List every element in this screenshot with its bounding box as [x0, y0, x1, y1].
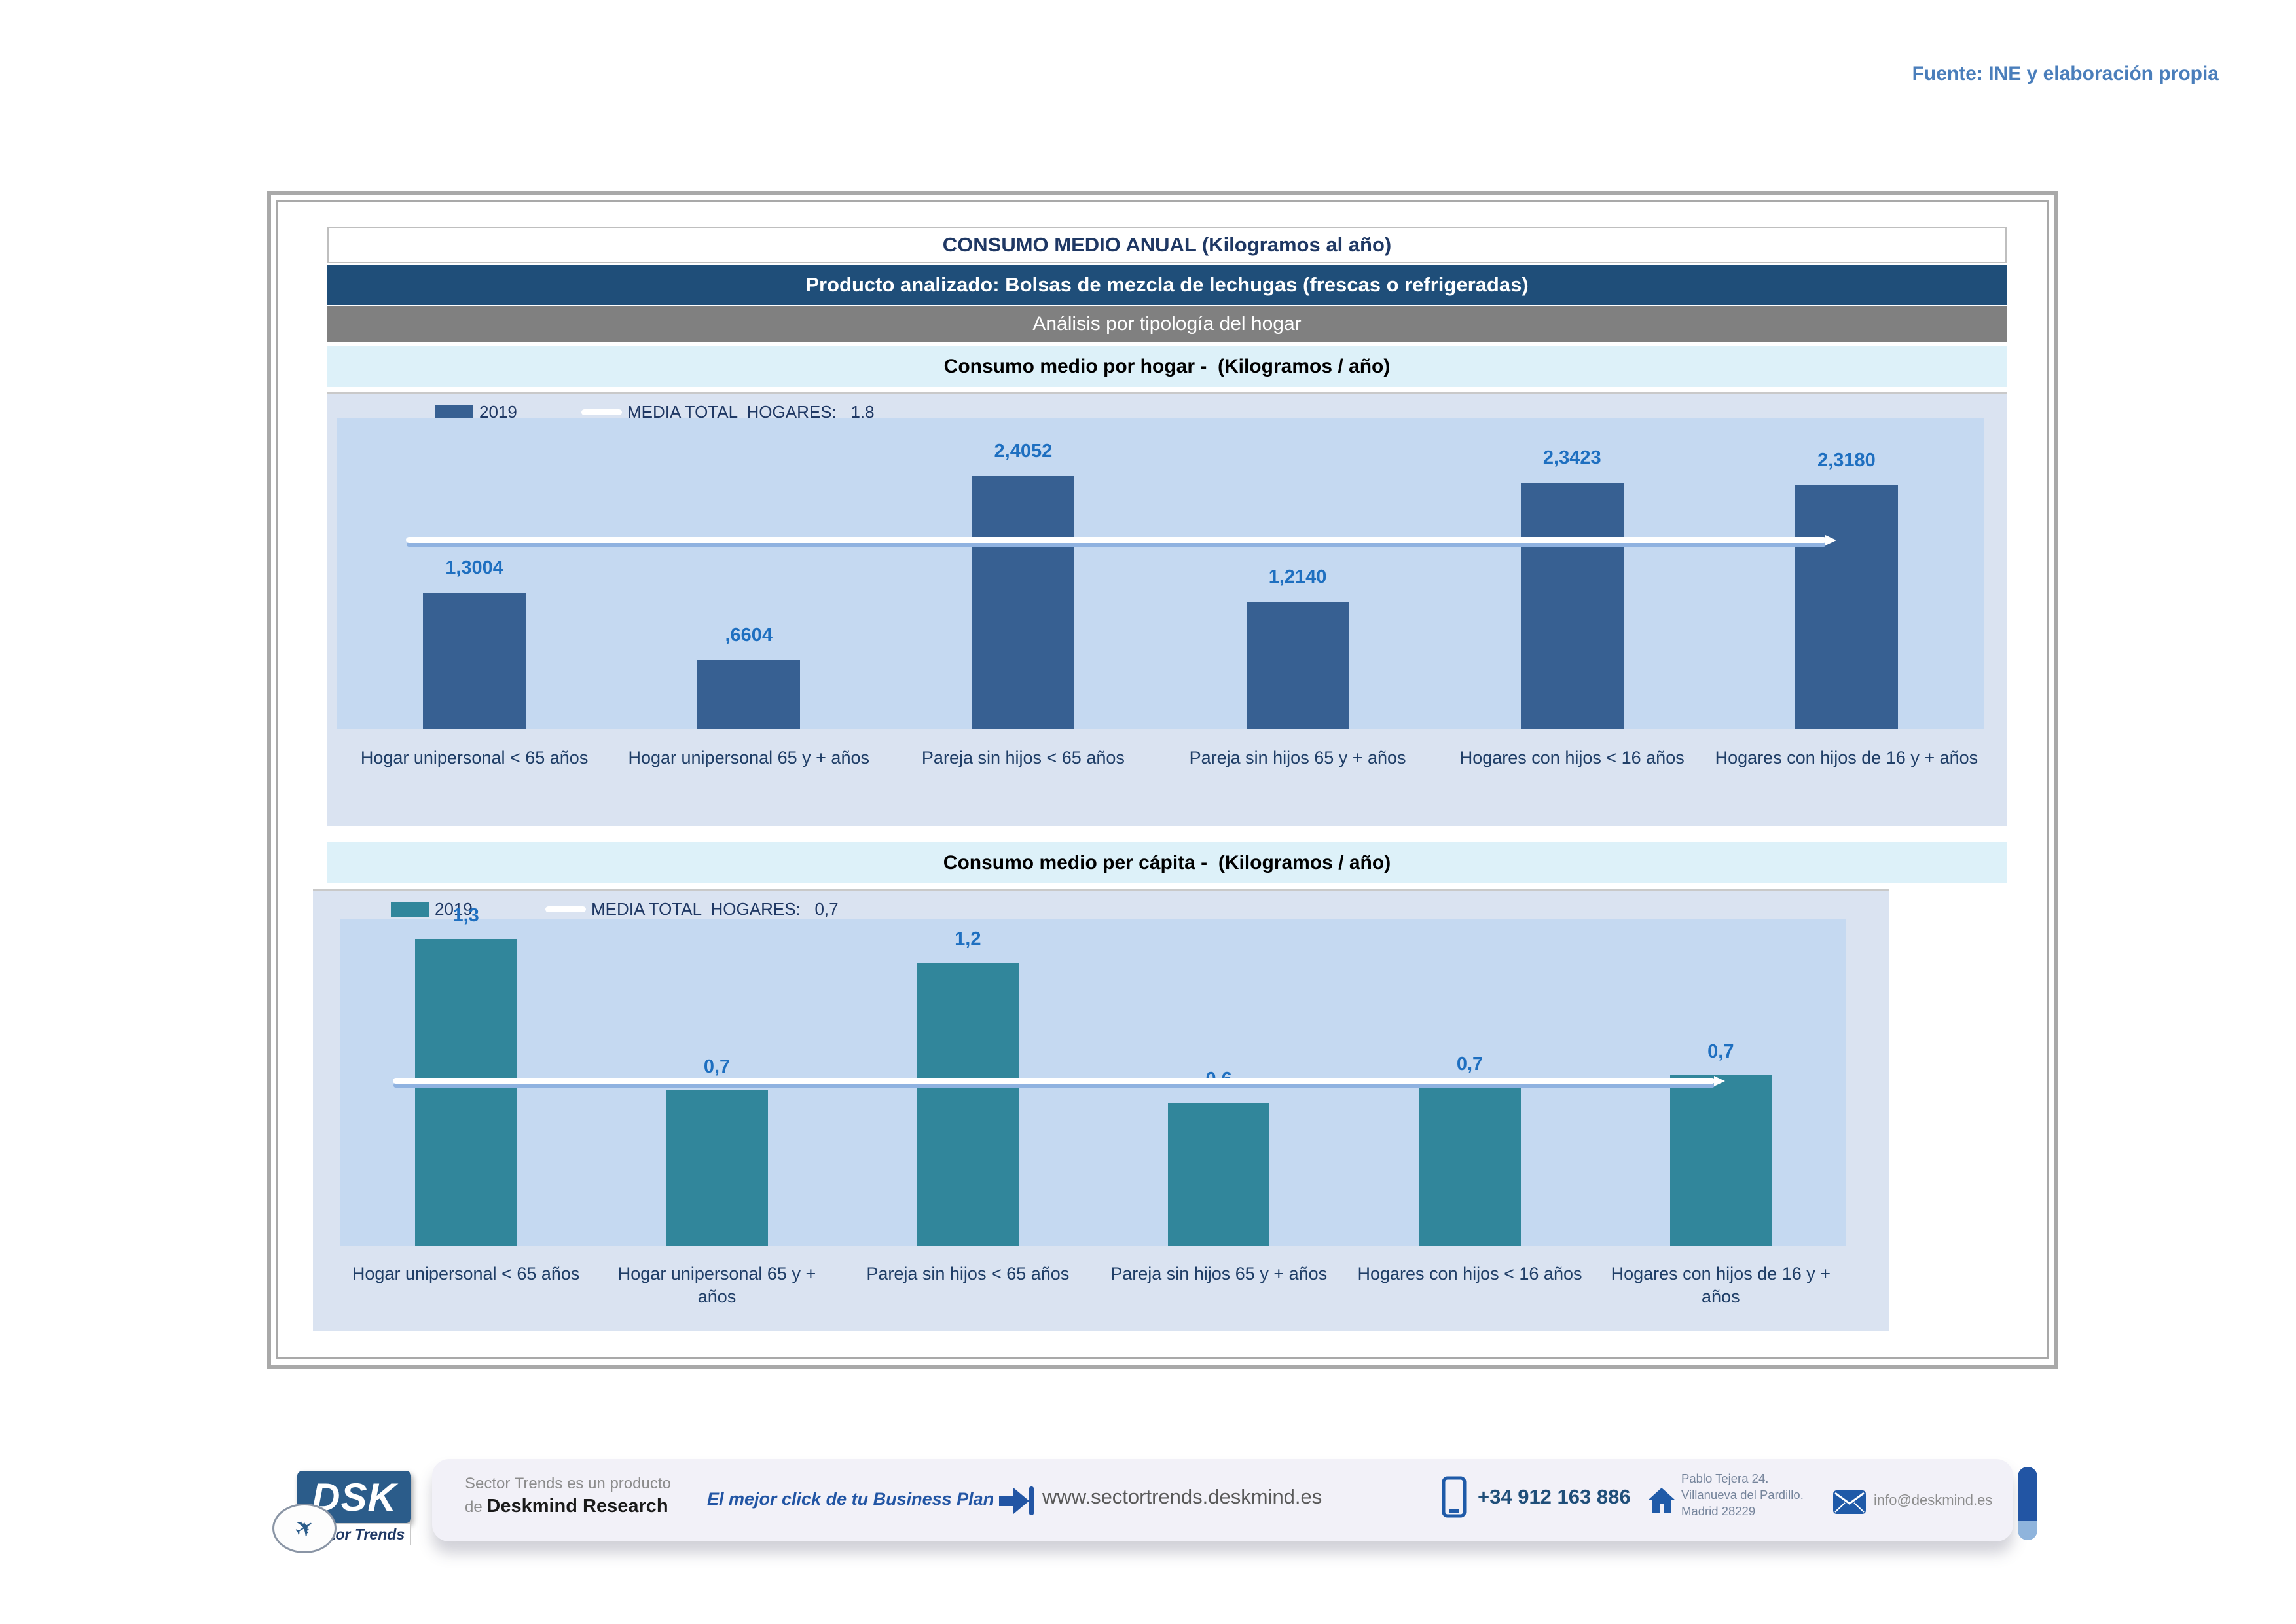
bar — [1669, 1075, 1772, 1246]
bar-value-label: 1,3 — [452, 905, 479, 927]
paper-plane-icon: ✈ — [289, 1511, 320, 1545]
analysis-subtitle: Análisis por tipología del hogar — [327, 306, 2007, 342]
footer-address-line1: Pablo Tejera 24. — [1681, 1471, 1769, 1485]
bar — [1246, 601, 1349, 729]
bar-value-label: 1,2140 — [1268, 566, 1327, 587]
bar-value-label: 2,4052 — [994, 440, 1053, 462]
category-label: Pareja sin hijos < 65 años — [866, 1264, 1070, 1283]
media-total-line — [393, 1076, 1725, 1087]
home-icon — [1648, 1488, 1675, 1513]
inner-frame — [276, 200, 2049, 1359]
footer-product-line1: Sector Trends es un producto — [465, 1475, 671, 1492]
footer-end-cap-top — [2018, 1467, 2037, 1521]
bar — [1520, 482, 1624, 729]
arrow-right-icon — [999, 1486, 1034, 1515]
bar — [697, 659, 801, 729]
category-label: Hogares con hijos < 16 años — [1357, 1264, 1582, 1283]
bar-value-label: ,6604 — [725, 624, 773, 646]
footer-bar: Sector Trends es un producto de Deskmind… — [432, 1459, 2013, 1541]
footer-end-cap-bottom — [2018, 1521, 2037, 1540]
footer-product-prefix: de — [465, 1498, 487, 1516]
bar — [972, 475, 1075, 729]
bar — [415, 939, 517, 1246]
product-subtitle: Producto analizado: Bolsas de mezcla de … — [327, 265, 2007, 304]
bar — [1419, 1088, 1521, 1246]
legend-media-line-swatch — [581, 409, 622, 415]
bar — [917, 962, 1019, 1246]
bar — [423, 592, 526, 729]
bar-value-label: 1,2 — [955, 928, 981, 950]
category-label: Pareja sin hijos 65 y + años — [1110, 1264, 1328, 1283]
source-note: Fuente: INE y elaboración propia — [1912, 63, 2219, 84]
category-label: Hogares con hijos < 16 años — [1459, 748, 1685, 767]
bar-value-label: 0,7 — [703, 1056, 731, 1077]
footer-address-line3: Madrid 28229 — [1681, 1504, 1756, 1518]
mobile-phone-icon — [1442, 1476, 1467, 1518]
footer-website-link[interactable]: www.sectortrends.deskmind.es — [1042, 1485, 1322, 1508]
footer-slogan: El mejor click de tu Business Plan — [707, 1489, 994, 1509]
bar-value-label: 0,7 — [1707, 1041, 1734, 1062]
envelope-icon — [1833, 1490, 1866, 1514]
category-label: Pareja sin hijos 65 y + años — [1189, 748, 1406, 767]
bar — [666, 1090, 768, 1246]
category-label: Hogar unipersonal 65 y + años — [628, 748, 869, 767]
bar-value-label: 2,3423 — [1542, 447, 1601, 468]
bar-value-label: 2,3180 — [1817, 449, 1876, 471]
bar — [1795, 485, 1898, 729]
category-label: Hogares con hijos de 16 y + años — [1611, 1264, 1831, 1307]
footer-phone[interactable]: +34 912 163 886 — [1478, 1485, 1631, 1508]
legend-media-line-swatch — [545, 906, 586, 912]
category-label: Hogar unipersonal < 65 años — [360, 748, 589, 767]
chart-household: 2019 MEDIA TOTAL HOGARES: 1.8 1,3004 Hogar … — [327, 392, 2007, 826]
dsk-logo-ellipse: ✈ — [272, 1504, 337, 1553]
media-total-line — [406, 535, 1836, 546]
chart-household-title: Consumo medio por hogar - (Kilogramos / … — [327, 346, 2007, 387]
footer-company-name: Deskmind Research — [486, 1496, 668, 1517]
footer-address: Pablo Tejera 24. Villanueva del Pardillo… — [1681, 1471, 1804, 1520]
legend-series-label: 2019 — [435, 899, 473, 919]
bar-value-label: 0,7 — [1456, 1054, 1484, 1075]
bar — [1168, 1102, 1270, 1246]
footer-address-line2: Villanueva del Pardillo. — [1681, 1487, 1804, 1502]
report-title: CONSUMO MEDIO ANUAL (Kilogramos al año) — [327, 227, 2007, 263]
outer-frame — [267, 191, 2058, 1369]
bar-value-label: 1,3004 — [445, 557, 503, 578]
footer-end-cap — [2018, 1467, 2037, 1540]
footer-email-link[interactable]: info@deskmind.es — [1874, 1492, 1993, 1508]
chart-percapita-title: Consumo medio per cápita - (Kilogramos /… — [327, 842, 2007, 883]
legend-series-swatch — [391, 902, 429, 917]
dsk-logo: DSK Sector Trends ✈ — [272, 1471, 419, 1553]
legend-media-label: MEDIA TOTAL HOGARES: 0,7 — [591, 899, 839, 919]
category-label: Pareja sin hijos < 65 años — [921, 748, 1125, 767]
category-label: Hogar unipersonal 65 y + años — [617, 1264, 816, 1307]
category-label: Hogar unipersonal < 65 años — [352, 1264, 580, 1283]
chart-percapita: 2019 MEDIA TOTAL HOGARES: 0,7 1,3 Hogar uni… — [313, 889, 1889, 1331]
footer-product-line2: de Deskmind Research — [465, 1496, 668, 1517]
plot-area — [337, 418, 1984, 729]
legend-series-swatch — [435, 405, 473, 420]
category-label: Hogares con hijos de 16 y + años — [1715, 748, 1978, 767]
